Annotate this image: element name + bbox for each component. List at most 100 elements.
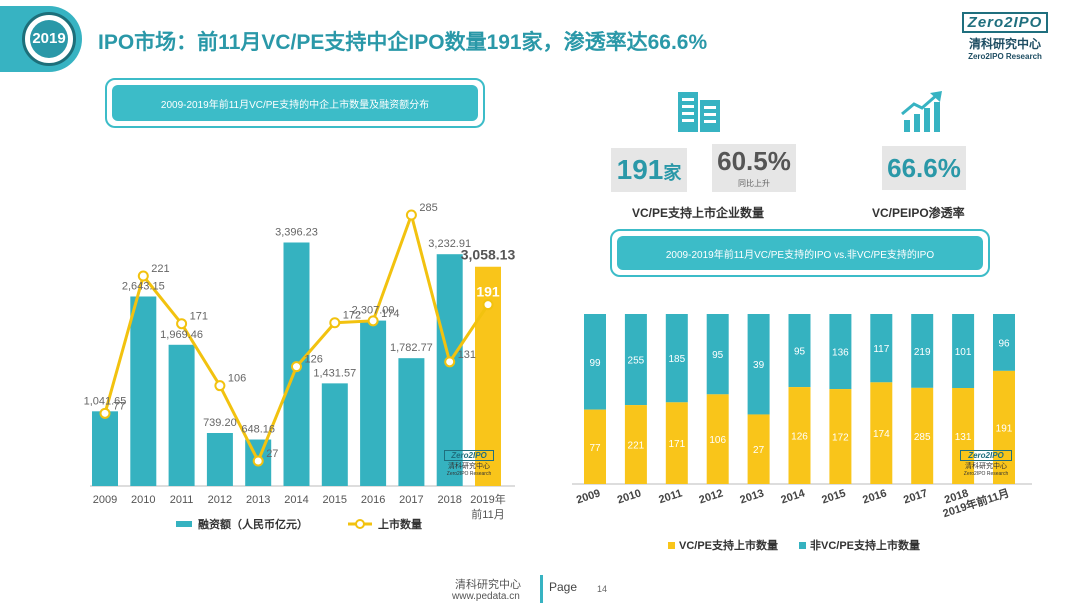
vcpe-segment (870, 382, 893, 484)
kpi-rate-value: 66.6% (887, 153, 961, 183)
kpi-rate-label: VC/PEIPO渗透率 (872, 206, 965, 220)
x-tick-label: 2010 (616, 487, 643, 506)
right-chart-banner: 2009-2019年前11月VC/PE支持的IPO vs.非VC/PE支持的IP… (610, 229, 990, 277)
footer-divider (540, 575, 543, 603)
count-point (176, 318, 188, 330)
x-tick-label: 2009 (93, 494, 117, 506)
kpi-count-unit: 家 (663, 163, 682, 183)
vcpe-segment (624, 405, 647, 484)
footer-url[interactable]: www.pedata.cn (452, 591, 520, 602)
kpi-growth-box: 60.5% 同比上升 (712, 144, 796, 192)
funding-bar (360, 320, 387, 486)
funding-bar-label: 3,232.91 (428, 238, 471, 250)
legend-count-label: 上市数量 (378, 517, 422, 531)
vcpe-segment (706, 394, 729, 484)
kpi-count-label: VC/PE支持上市企业数量 (632, 206, 765, 220)
count-label: 126 (305, 354, 323, 366)
count-label: 174 (381, 308, 399, 320)
vcpe-segment (993, 370, 1015, 484)
growth-chart-icon (901, 91, 942, 132)
vcpe-segment (665, 402, 688, 484)
vcpe-value-label: 106 (709, 435, 726, 446)
x-tick-label: 2009 (575, 487, 602, 506)
vcpe-value-label: 126 (791, 432, 808, 443)
funding-bar-label: 1,782.77 (390, 342, 433, 354)
logo-brand: Zero2IPO (962, 12, 1048, 33)
non-vcpe-segment (624, 314, 647, 406)
non-vcpe-segment (665, 314, 688, 403)
kpi-growth-sub: 同比上升 (738, 179, 770, 188)
x-tick-label: 2012 (208, 494, 232, 506)
count-point (367, 315, 379, 327)
funding-bar (92, 411, 118, 486)
count-point (137, 270, 149, 282)
funding-bar-label: 1,041.65 (84, 395, 127, 407)
vcpe-value-label: 174 (873, 429, 890, 440)
count-label: 191 (476, 284, 500, 300)
non-vcpe-segment (952, 314, 975, 389)
funding-bar (398, 358, 425, 486)
logo-cn: 清科研究中心 (968, 37, 1041, 51)
vcpe-segment (747, 414, 770, 484)
non-vcpe-segment (829, 314, 852, 390)
vcpe-value-label: 191 (996, 423, 1013, 434)
funding-bar-label: 3,058.13 (461, 247, 516, 263)
year-badge: 2019 (0, 6, 82, 72)
legend-funding-label: 融资额（人民币亿元） (198, 517, 308, 531)
non-vcpe-value-label: 95 (794, 347, 806, 358)
vcpe-value-label: 285 (914, 432, 931, 443)
kpi-rate-box: 66.6% (882, 146, 966, 190)
legend-non-vcpe-label: 非VC/PE支持上市数量 (810, 538, 920, 552)
count-label: 172 (343, 310, 361, 322)
legend-vcpe-label: VC/PE支持上市数量 (679, 538, 778, 552)
non-vcpe-value-label: 101 (955, 347, 972, 358)
non-vcpe-value-label: 39 (753, 360, 765, 371)
count-point (444, 356, 456, 368)
funding-bar (321, 383, 348, 486)
non-vcpe-value-label: 136 (832, 348, 849, 359)
x-tick-label: 2016 (861, 487, 888, 506)
vcpe-value-label: 131 (955, 432, 972, 443)
x-tick-label: 2015 (323, 494, 347, 506)
funding-bar-label: 2,307.00 (352, 305, 395, 317)
vcpe-value-label: 221 (628, 441, 645, 452)
funding-bar-label: 1,431.57 (313, 367, 356, 379)
left-chart-watermark: Zero2IPO 清科研究中心 Zero2IPO Research (444, 450, 494, 477)
x-tick-label: 2013 (739, 487, 766, 506)
footer-page-number: 14 (597, 584, 608, 594)
count-point (291, 361, 302, 373)
funding-bar (206, 432, 233, 486)
vcpe-value-label: 27 (753, 445, 765, 456)
x-tick-label: 2018 (437, 494, 461, 506)
kpi-growth-value: 60.5% (717, 146, 791, 176)
non-vcpe-segment (993, 314, 1015, 371)
x-tick-label: 2016 (361, 494, 385, 506)
vcpe-value-label: 172 (832, 433, 849, 444)
non-vcpe-segment (584, 314, 606, 410)
x-tick-label: 2011 (170, 494, 194, 506)
vcpe-segment (584, 409, 606, 484)
year-badge-label: 2019 (30, 20, 68, 58)
funding-bar (130, 296, 157, 486)
x-tick-label: 2015 (820, 487, 847, 506)
left-chart-legend: 融资额（人民币亿元） 上市数量 (176, 517, 422, 531)
funding-bar-label: 2,643.15 (122, 280, 165, 292)
x-tick-label: 2017 (902, 487, 929, 506)
count-label: 77 (113, 400, 125, 412)
count-point (252, 455, 264, 467)
right-chart-banner-text: 2009-2019年前11月VC/PE支持的IPO vs.非VC/PE支持的IP… (617, 236, 983, 270)
x-tick-label: 2010 (131, 494, 155, 506)
legend-swatch-vcpe (668, 542, 675, 549)
count-point (405, 209, 417, 221)
non-vcpe-segment (870, 314, 893, 383)
right-chart-legend: VC/PE支持上市数量 非VC/PE支持上市数量 (668, 538, 920, 552)
non-vcpe-value-label: 117 (873, 344, 889, 355)
non-vcpe-segment (706, 314, 729, 395)
x-tick-label: 2011 (657, 487, 683, 506)
x-tick-label: 2019年 (470, 492, 505, 506)
legend-swatch-funding (176, 521, 192, 527)
count-label: 131 (458, 349, 476, 361)
x-tick-label: 2017 (399, 494, 423, 506)
